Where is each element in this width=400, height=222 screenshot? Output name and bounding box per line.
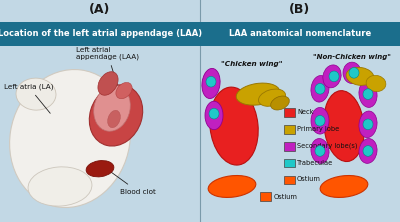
Ellipse shape	[366, 75, 386, 91]
Text: (A): (A)	[89, 4, 111, 16]
Ellipse shape	[363, 119, 373, 130]
Text: Left atrial
appendage (LAA): Left atrial appendage (LAA)	[76, 47, 139, 91]
Ellipse shape	[329, 71, 339, 82]
Ellipse shape	[210, 87, 258, 165]
Ellipse shape	[86, 161, 114, 177]
Ellipse shape	[206, 76, 216, 87]
Ellipse shape	[208, 176, 256, 197]
Ellipse shape	[311, 139, 329, 163]
Ellipse shape	[363, 146, 373, 156]
Ellipse shape	[320, 176, 368, 197]
Ellipse shape	[271, 96, 289, 110]
Ellipse shape	[89, 85, 143, 146]
Ellipse shape	[116, 83, 132, 99]
Ellipse shape	[363, 89, 373, 99]
Ellipse shape	[108, 110, 120, 128]
Text: Secondary lobe(s): Secondary lobe(s)	[297, 142, 358, 149]
Ellipse shape	[359, 139, 377, 163]
Ellipse shape	[323, 65, 341, 88]
Text: "Chicken wing": "Chicken wing"	[221, 61, 283, 67]
Ellipse shape	[359, 81, 377, 107]
Ellipse shape	[349, 67, 359, 78]
FancyBboxPatch shape	[284, 159, 295, 167]
Ellipse shape	[346, 67, 374, 85]
Ellipse shape	[10, 69, 130, 208]
Ellipse shape	[94, 85, 130, 131]
Ellipse shape	[98, 72, 118, 95]
Ellipse shape	[359, 111, 377, 138]
Ellipse shape	[209, 108, 219, 119]
Ellipse shape	[315, 83, 325, 94]
FancyBboxPatch shape	[284, 108, 295, 117]
Text: LAA anatomical nomenclature: LAA anatomical nomenclature	[229, 30, 371, 38]
Text: Ostium: Ostium	[274, 194, 298, 200]
Text: "Non-Chicken wing": "Non-Chicken wing"	[313, 54, 391, 60]
Text: Neck: Neck	[297, 109, 314, 115]
Ellipse shape	[16, 78, 56, 110]
Ellipse shape	[311, 107, 329, 134]
FancyBboxPatch shape	[260, 192, 271, 201]
FancyBboxPatch shape	[284, 142, 295, 151]
Ellipse shape	[28, 167, 92, 206]
Ellipse shape	[343, 62, 361, 83]
Ellipse shape	[236, 83, 280, 105]
Ellipse shape	[202, 68, 220, 99]
FancyBboxPatch shape	[284, 176, 295, 184]
Ellipse shape	[311, 75, 329, 102]
Text: Ostium: Ostium	[297, 176, 321, 182]
Text: Location of the left atrial appendage (LAA): Location of the left atrial appendage (L…	[0, 30, 202, 38]
Text: Blood clot: Blood clot	[106, 168, 156, 195]
Text: Trabeculae: Trabeculae	[297, 159, 333, 166]
FancyBboxPatch shape	[284, 125, 295, 134]
Ellipse shape	[324, 91, 364, 162]
Ellipse shape	[205, 101, 223, 130]
Text: (B): (B)	[289, 4, 311, 16]
Ellipse shape	[315, 115, 325, 126]
Text: Left atria (LA): Left atria (LA)	[4, 84, 54, 113]
Ellipse shape	[258, 89, 286, 106]
Text: Primary lobe: Primary lobe	[297, 126, 339, 132]
Ellipse shape	[315, 146, 325, 156]
